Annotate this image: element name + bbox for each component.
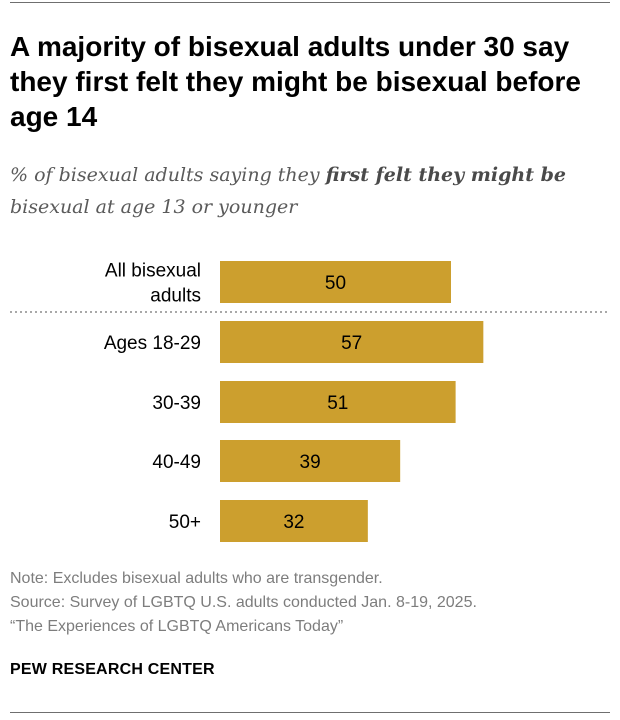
data-label-2: 57 <box>341 333 362 354</box>
data-label-5: 32 <box>283 512 304 533</box>
bar-3 <box>220 381 456 423</box>
chart-notes: Note: Excludes bisexual adults who are t… <box>10 567 610 639</box>
subtitle-emphasis: first felt they might be <box>325 164 566 186</box>
bar-chart: 50 All bisexual adults 57 Ages 18-29 51 30-39 3… <box>10 261 610 542</box>
category-label-line: 40-49 <box>152 452 201 473</box>
bar-1 <box>220 261 451 303</box>
data-label-4: 39 <box>300 452 321 473</box>
chart-title: A majority of bisexual adults under 30 s… <box>10 31 582 132</box>
chart-subtitle: % of bisexual adults saying they first f… <box>10 159 610 223</box>
data-label-3: 51 <box>327 393 348 414</box>
category-label-line: Ages 18-29 <box>104 333 201 354</box>
data-label-1: 50 <box>325 273 346 294</box>
brand-logo-text: PEW RESEARCH CENTER <box>10 661 215 678</box>
category-label-line: 30-39 <box>152 393 201 414</box>
category-label-4: 40-49 <box>152 452 201 473</box>
category-label-3: 30-39 <box>152 393 201 414</box>
bar-4 <box>220 440 401 482</box>
bar-2 <box>220 321 484 363</box>
bar-5 <box>220 500 368 542</box>
source-text: Source: Survey of LGBTQ U.S. adults cond… <box>10 594 477 611</box>
category-label-line: adults <box>150 286 201 307</box>
category-label-line: 50+ <box>169 512 201 533</box>
subtitle-text-end: bisexual at age 13 or younger <box>10 196 298 218</box>
top-rule <box>10 2 610 3</box>
category-label-line: All bisexual <box>105 261 201 282</box>
category-label-1: All bisexual adults <box>105 261 201 307</box>
report-title: “The Experiences of LGBTQ Americans Toda… <box>10 618 344 635</box>
subtitle-text-start: % of bisexual adults saying they <box>10 164 326 186</box>
category-label-2: Ages 18-29 <box>104 333 201 354</box>
note-text: Note: Excludes bisexual adults who are t… <box>10 570 383 587</box>
bottom-rule <box>10 712 610 713</box>
category-label-5: 50+ <box>169 512 201 533</box>
